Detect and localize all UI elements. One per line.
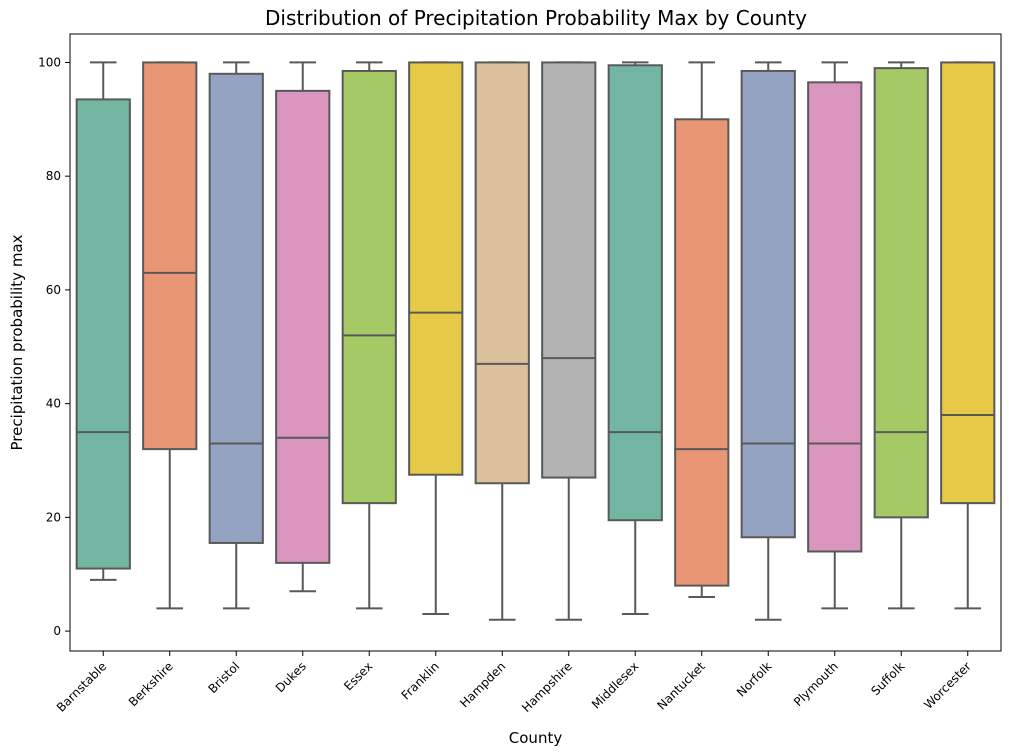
x-tick-label: Hampden bbox=[457, 659, 508, 710]
x-tick-label: Dukes bbox=[273, 659, 309, 695]
box-dukes bbox=[275, 61, 331, 593]
iqr-box bbox=[341, 69, 397, 505]
box-essex bbox=[341, 61, 397, 610]
iqr-box bbox=[75, 98, 131, 570]
box-suffolk bbox=[873, 61, 929, 610]
y-tick-label: 80 bbox=[46, 169, 61, 183]
box-nantucket bbox=[674, 61, 730, 598]
chart-title: Distribution of Precipitation Probabilit… bbox=[265, 6, 807, 30]
iqr-box bbox=[873, 67, 929, 519]
iqr-box bbox=[740, 69, 796, 539]
iqr-box bbox=[541, 61, 597, 479]
iqr-box bbox=[408, 61, 464, 476]
x-tick-label: Nantucket bbox=[655, 659, 709, 713]
x-tick-label: Essex bbox=[341, 659, 375, 693]
y-axis-title: Precipitation probability max bbox=[8, 234, 26, 450]
iqr-box bbox=[208, 72, 264, 544]
x-tick-label: Franklin bbox=[399, 659, 442, 702]
x-tick-label: Plymouth bbox=[791, 659, 841, 709]
box-franklin bbox=[408, 61, 464, 616]
iqr-box bbox=[607, 64, 663, 522]
iqr-box bbox=[142, 61, 198, 451]
iqr-box bbox=[474, 61, 530, 485]
box-hampden bbox=[474, 61, 530, 621]
box-barnstable bbox=[75, 61, 131, 581]
boxes-group bbox=[75, 61, 996, 621]
x-tick-label: Norfolk bbox=[734, 659, 774, 699]
x-tick-label: Worcester bbox=[921, 659, 974, 712]
y-tick-label: 40 bbox=[46, 397, 61, 411]
box-bristol bbox=[208, 61, 264, 610]
x-tick-label: Barnstable bbox=[54, 659, 110, 715]
box-worcester bbox=[940, 61, 996, 610]
box-norfolk bbox=[740, 61, 796, 621]
y-tick-label: 60 bbox=[46, 283, 61, 297]
box-plymouth bbox=[807, 61, 863, 610]
x-tick-label: Middlesex bbox=[589, 659, 641, 711]
y-tick-label: 20 bbox=[46, 510, 61, 524]
box-middlesex bbox=[607, 61, 663, 616]
x-axis-title: County bbox=[509, 729, 563, 747]
box-hampshire bbox=[541, 61, 597, 621]
x-tick-label: Berkshire bbox=[126, 659, 176, 709]
y-tick-label: 0 bbox=[53, 624, 61, 638]
x-tick-label: Suffolk bbox=[868, 659, 907, 698]
iqr-box bbox=[940, 61, 996, 505]
x-axis: Barnstable Berkshire Bristol Dukes Essex Fran… bbox=[54, 651, 974, 715]
x-tick-label: Bristol bbox=[206, 659, 243, 696]
iqr-box bbox=[674, 118, 730, 587]
iqr-box bbox=[807, 81, 863, 553]
y-tick-label: 100 bbox=[38, 55, 61, 69]
iqr-box bbox=[275, 89, 331, 564]
box-berkshire bbox=[142, 61, 198, 610]
plot-frame bbox=[69, 33, 1002, 652]
y-axis: 0 20 40 60 80 100 bbox=[38, 55, 70, 638]
x-tick-label: Hampshire bbox=[519, 659, 575, 715]
